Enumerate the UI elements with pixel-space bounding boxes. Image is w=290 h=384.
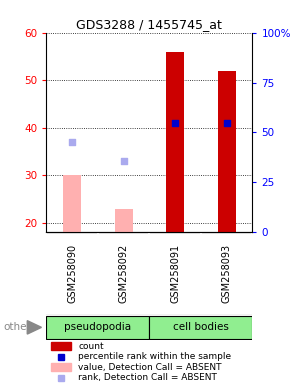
Text: GSM258090: GSM258090 [67,244,77,303]
Point [121,158,126,164]
Point [224,120,229,126]
Text: other: other [3,322,31,333]
Bar [115,209,133,232]
FancyBboxPatch shape [149,316,252,339]
Polygon shape [27,321,41,334]
Text: GSM258091: GSM258091 [170,244,180,303]
Text: percentile rank within the sample: percentile rank within the sample [78,352,231,361]
Text: cell bodies: cell bodies [173,322,229,332]
Text: rank, Detection Call = ABSENT: rank, Detection Call = ABSENT [78,373,217,382]
Bar [63,175,81,232]
Point [70,139,75,145]
Text: GSM258092: GSM258092 [119,244,128,303]
Point [173,120,177,126]
FancyBboxPatch shape [46,316,149,339]
Text: GSM258093: GSM258093 [222,244,231,303]
Text: pseudopodia: pseudopodia [64,322,131,332]
Text: count: count [78,342,104,351]
Bar [166,52,184,232]
Title: GDS3288 / 1455745_at: GDS3288 / 1455745_at [76,18,222,31]
Bar [218,71,235,232]
Text: value, Detection Call = ABSENT: value, Detection Call = ABSENT [78,363,222,372]
Bar [51,363,71,371]
Bar [51,343,71,351]
